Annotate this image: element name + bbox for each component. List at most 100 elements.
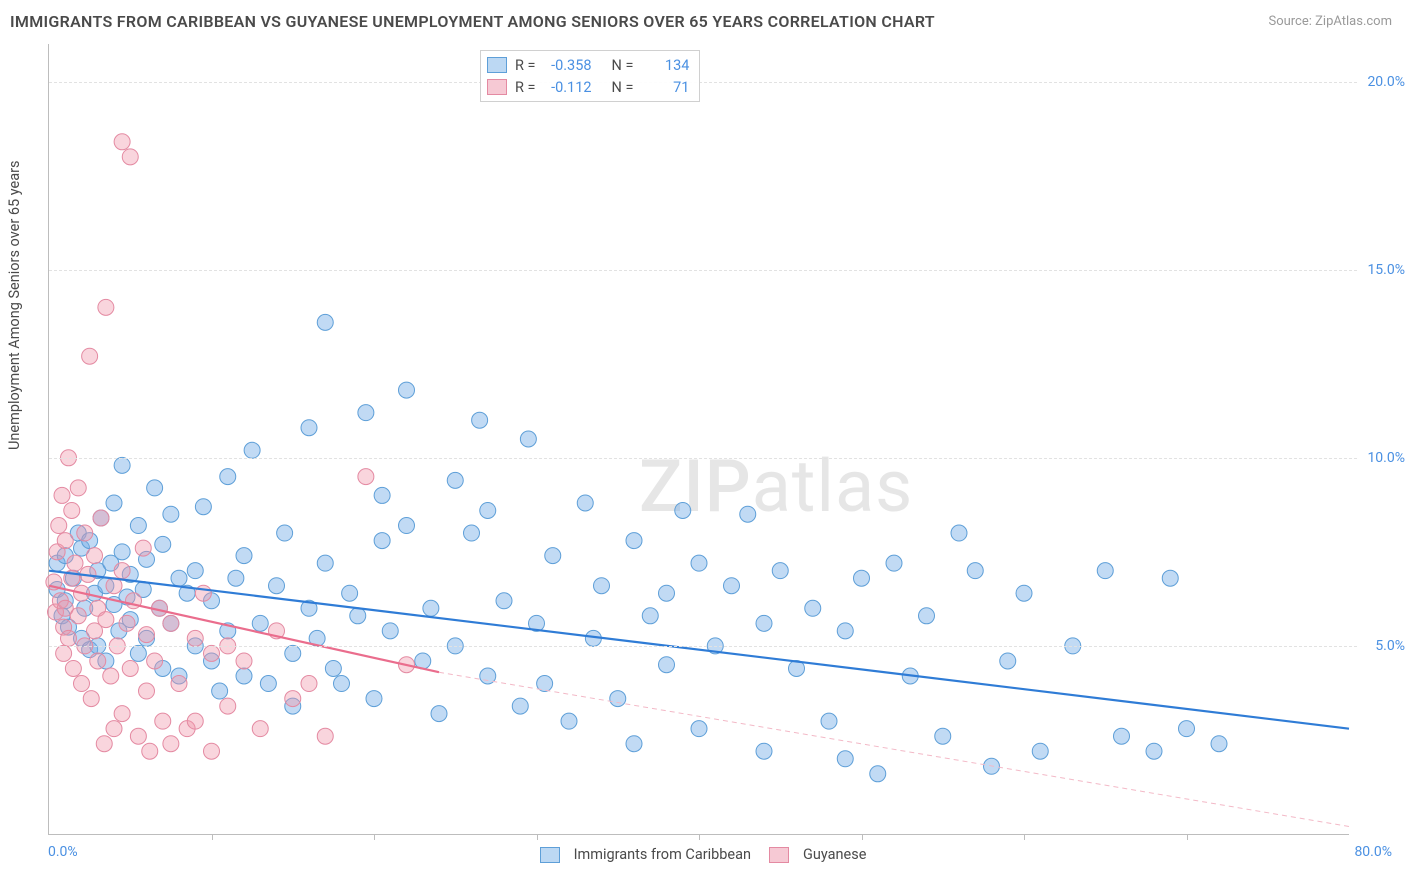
data-point (837, 623, 853, 639)
r-value-guyanese: -0.112 (540, 79, 592, 96)
data-point (204, 645, 220, 661)
data-point (334, 676, 350, 692)
data-point (1211, 736, 1227, 752)
data-point (212, 683, 228, 699)
data-point (626, 736, 642, 752)
r-label: R = (515, 57, 536, 74)
data-point (967, 563, 983, 579)
data-point (951, 525, 967, 541)
data-point (512, 698, 528, 714)
data-point (342, 585, 358, 601)
data-point (96, 736, 112, 752)
data-point (119, 615, 135, 631)
data-point (870, 766, 886, 782)
series-legend: Immigrants from Caribbean Guyanese (0, 846, 1406, 863)
data-point (236, 653, 252, 669)
data-point (74, 676, 90, 692)
data-point (1162, 570, 1178, 586)
data-point (103, 668, 119, 684)
data-point (374, 533, 390, 549)
data-point (837, 751, 853, 767)
regression-line (49, 571, 1349, 729)
data-point (171, 676, 187, 692)
data-point (317, 555, 333, 571)
data-point (1000, 653, 1016, 669)
data-point (366, 691, 382, 707)
data-point (447, 472, 463, 488)
data-point (155, 713, 171, 729)
data-point (740, 506, 756, 522)
data-point (106, 721, 122, 737)
data-point (350, 608, 366, 624)
data-point (480, 502, 496, 518)
data-point (1097, 563, 1113, 579)
data-point (382, 623, 398, 639)
correlation-legend: R = -0.358 N = 134 R = -0.112 N = 71 (480, 50, 700, 102)
legend-item-guyanese: Guyanese (769, 846, 866, 863)
data-point (805, 600, 821, 616)
data-point (642, 608, 658, 624)
data-point (260, 676, 276, 692)
data-point (147, 480, 163, 496)
data-point (228, 570, 244, 586)
data-point (1179, 721, 1195, 737)
data-point (163, 736, 179, 752)
data-point (142, 743, 158, 759)
data-point (285, 645, 301, 661)
data-point (236, 668, 252, 684)
data-point (301, 676, 317, 692)
data-point (325, 660, 341, 676)
data-point (577, 495, 593, 511)
x-axis-min-label: 0.0% (48, 844, 78, 860)
legend-item-caribbean: Immigrants from Caribbean (540, 846, 751, 863)
y-tick-label: 15.0% (1367, 262, 1405, 278)
data-point (90, 653, 106, 669)
data-point (374, 487, 390, 503)
legend-row-guyanese: R = -0.112 N = 71 (487, 76, 689, 98)
data-point (496, 593, 512, 609)
data-point (220, 698, 236, 714)
swatch-caribbean-icon (487, 57, 507, 73)
plot-area: ZIPatlas 5.0%10.0%15.0%20.0% (48, 44, 1349, 835)
r-value-caribbean: -0.358 (540, 57, 592, 74)
data-point (594, 578, 610, 594)
data-point (114, 457, 130, 473)
data-point (1146, 743, 1162, 759)
data-point (163, 615, 179, 631)
data-point (195, 585, 211, 601)
data-point (1032, 743, 1048, 759)
data-point (147, 653, 163, 669)
y-tick-label: 5.0% (1375, 638, 1405, 654)
data-point (756, 743, 772, 759)
data-point (61, 630, 77, 646)
data-point (114, 563, 130, 579)
legend-row-caribbean: R = -0.358 N = 134 (487, 54, 689, 76)
data-point (93, 510, 109, 526)
data-point (139, 683, 155, 699)
data-point (317, 728, 333, 744)
data-point (163, 506, 179, 522)
data-point (236, 548, 252, 564)
regression-line-extrapolated (439, 672, 1349, 826)
data-point (56, 645, 72, 661)
y-tick-label: 10.0% (1367, 450, 1405, 466)
source-label: Source: ZipAtlas.com (1268, 14, 1392, 29)
data-point (919, 608, 935, 624)
data-point (277, 525, 293, 541)
n-value-caribbean: 134 (637, 57, 689, 74)
data-point (130, 645, 146, 661)
data-point (54, 487, 70, 503)
data-point (51, 518, 67, 534)
data-point (301, 420, 317, 436)
data-point (98, 299, 114, 315)
data-point (659, 657, 675, 673)
data-point (187, 630, 203, 646)
data-point (431, 706, 447, 722)
n-value-guyanese: 71 (637, 79, 689, 96)
data-point (269, 578, 285, 594)
data-point (122, 660, 138, 676)
data-point (520, 431, 536, 447)
data-point (114, 134, 130, 150)
data-point (139, 627, 155, 643)
data-point (130, 518, 146, 534)
